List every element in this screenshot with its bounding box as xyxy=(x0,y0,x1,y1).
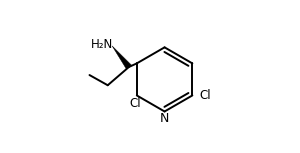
Text: H₂N: H₂N xyxy=(91,38,113,51)
Text: Cl: Cl xyxy=(130,97,141,110)
Text: N: N xyxy=(160,112,169,125)
Polygon shape xyxy=(112,46,131,69)
Text: Cl: Cl xyxy=(200,89,211,102)
